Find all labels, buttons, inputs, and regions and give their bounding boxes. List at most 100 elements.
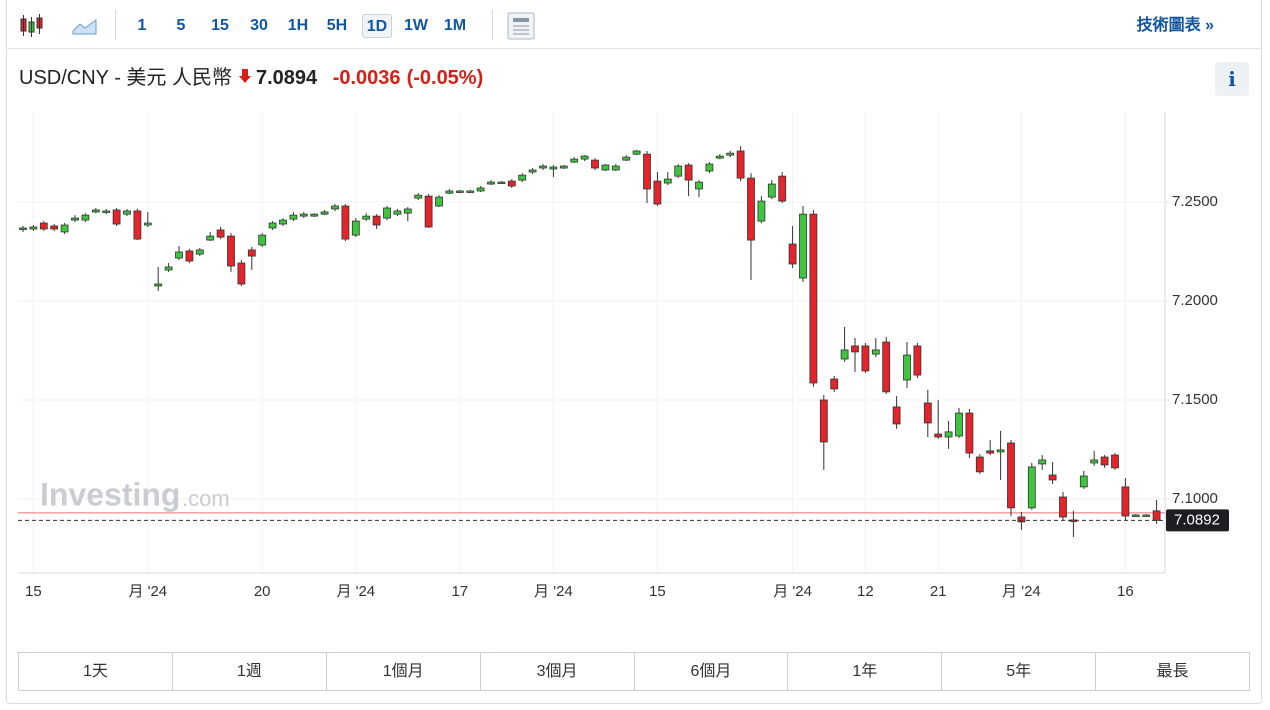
candle-body [1090, 459, 1099, 464]
candle-body [840, 349, 849, 360]
candle-body [611, 165, 620, 171]
candle-body [29, 226, 38, 230]
info-button[interactable]: i [1215, 62, 1249, 96]
x-tick-label: 月 '24 [336, 583, 375, 600]
candle-body [767, 183, 776, 198]
range-button[interactable]: 1天 [19, 653, 173, 690]
candle-body [1007, 442, 1015, 509]
line-icon[interactable] [72, 16, 98, 36]
price: 7.0894 [255, 67, 318, 89]
last-price-label: 7.0892 [1174, 511, 1220, 528]
candle-body [133, 210, 142, 240]
technical-chart-link[interactable]: 技術圖表 » [1136, 17, 1214, 34]
candle-body [923, 402, 932, 424]
candle-body [1100, 456, 1109, 466]
change: -0.0036 [332, 67, 401, 89]
candle-body [601, 164, 610, 171]
watermark: .com [182, 486, 230, 511]
candle-body [695, 181, 703, 190]
candle-body [372, 215, 381, 226]
candle-body [778, 175, 787, 202]
x-tick-label: 月 '24 [128, 583, 167, 600]
x-tick-label: 月 '24 [534, 583, 573, 600]
candle-body [341, 205, 350, 240]
candle-body [289, 214, 298, 220]
candle-body [539, 165, 547, 169]
separator [492, 10, 493, 40]
candle-body [414, 194, 423, 199]
x-tick-label: 21 [930, 583, 947, 600]
x-tick-label: 16 [1117, 583, 1134, 600]
candle-body [19, 227, 27, 230]
candle-body [715, 155, 724, 159]
candle-body [455, 190, 464, 193]
candle-body [60, 224, 69, 233]
quote-header: USD/CNY - 美元 人民幣 7.0894 -0.0036 (-0.05%) [19, 64, 489, 92]
candle-body [851, 345, 859, 353]
candle-body [39, 222, 48, 230]
settings-icon[interactable] [507, 12, 535, 40]
x-tick-label: 月 '24 [773, 583, 812, 600]
candle-body [892, 406, 901, 425]
candle-body [403, 208, 412, 214]
candle-body [507, 180, 516, 187]
candle-body [736, 150, 745, 179]
range-button[interactable]: 1個月 [327, 653, 481, 690]
last-price-tag [1166, 509, 1229, 532]
candle-body [1142, 514, 1151, 517]
y-tick-label: 7.1500 [1172, 391, 1218, 408]
interval[interactable]: 1 [137, 17, 147, 34]
candle-body [632, 150, 641, 155]
candle-body [247, 249, 256, 257]
candle-body [91, 209, 100, 213]
range-button[interactable]: 1年 [788, 653, 943, 690]
candle-body [383, 207, 391, 219]
interval[interactable]: 5H [326, 17, 348, 34]
candle-body [975, 456, 984, 473]
interval[interactable]: 1M [443, 17, 467, 34]
candle-body [518, 174, 527, 181]
interval[interactable]: 15 [211, 17, 229, 34]
interval[interactable]: 1W [404, 17, 428, 34]
candle-icon[interactable] [18, 12, 46, 40]
range-button[interactable]: 5年 [942, 653, 1097, 690]
range-button[interactable]: 3個月 [481, 653, 635, 690]
range-selector: 1天 1週 1個月 3個月 6個月 1年 5年 最長 [18, 652, 1250, 691]
candle-body [1038, 459, 1047, 465]
y-tick-label: 7.1000 [1172, 490, 1218, 507]
candle-body [1059, 496, 1067, 518]
candle-body [424, 195, 433, 228]
interval[interactable]: 1H [287, 17, 309, 34]
candle-body [435, 196, 443, 207]
candle-body [320, 211, 329, 215]
candle-body [684, 164, 693, 181]
candle-body [195, 249, 204, 255]
candle-body [175, 251, 183, 259]
interval[interactable]: 30 [250, 17, 268, 34]
candle-body [310, 213, 319, 217]
candle-body [809, 213, 818, 384]
x-tick-label: 17 [451, 583, 468, 600]
candle-body [466, 190, 475, 193]
candle-body [362, 215, 371, 220]
interval[interactable]: 5 [176, 17, 186, 34]
candle-body [1027, 466, 1036, 509]
candle-body [331, 205, 339, 210]
candle-body [123, 210, 131, 215]
candle-body [559, 165, 568, 169]
candle-body [50, 225, 59, 230]
range-button[interactable]: 最長 [1156, 663, 1189, 680]
candle-body [487, 181, 495, 185]
interval[interactable]: 1D [362, 14, 392, 38]
range-button[interactable]: 1週 [173, 653, 327, 690]
down-arrow [238, 69, 251, 83]
candle-body [986, 450, 995, 454]
candle-body [351, 220, 360, 236]
candle-body [206, 235, 215, 241]
candle-body [258, 234, 267, 246]
range-button[interactable]: 6個月 [635, 653, 789, 690]
candle-body [726, 152, 735, 156]
widget-frame [6, 0, 1262, 704]
candle-body [830, 378, 839, 390]
